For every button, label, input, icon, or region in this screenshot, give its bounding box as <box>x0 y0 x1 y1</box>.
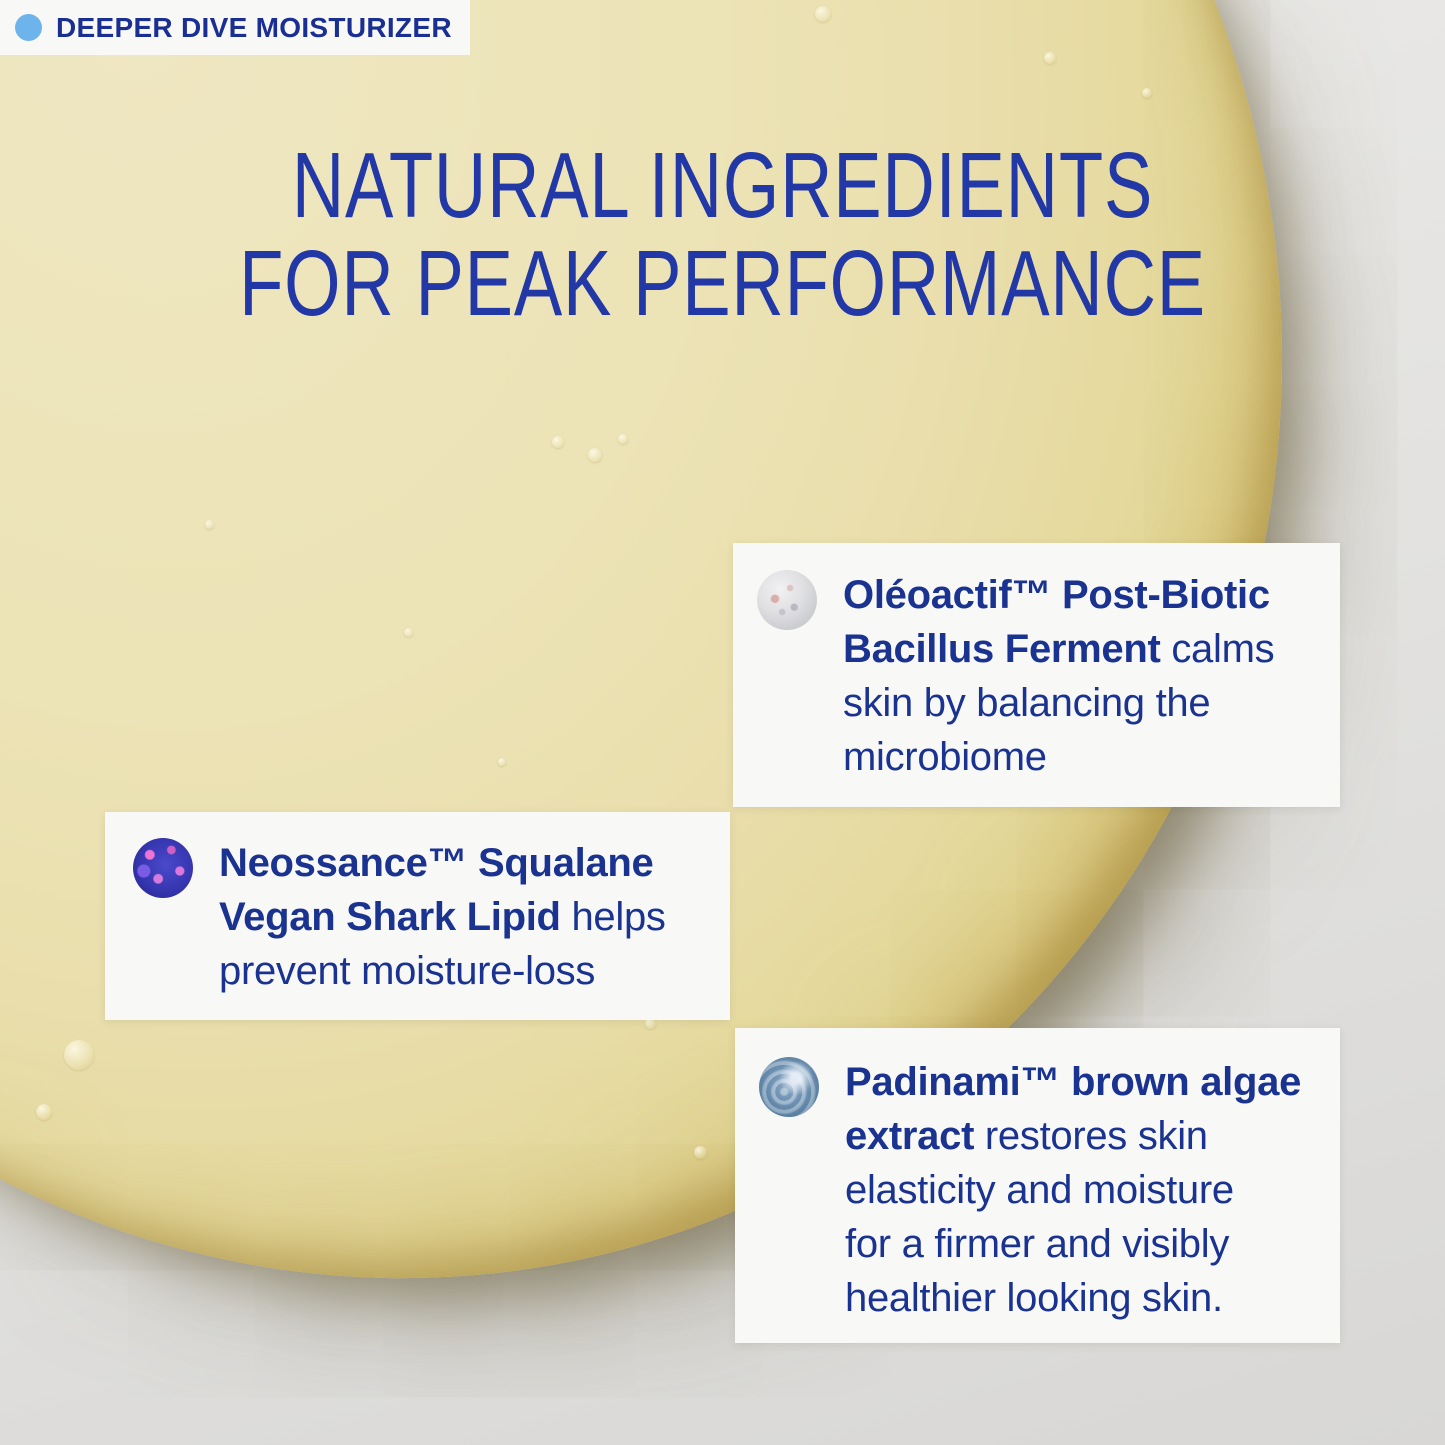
headline-line-1: NATURAL INGREDIENTS <box>291 133 1154 237</box>
ingredient-benefit: calms skin by balancing the microbiome <box>843 627 1275 779</box>
bubble-decoration <box>64 1040 94 1070</box>
product-name-label: DEEPER DIVE MOISTURIZER <box>56 11 452 43</box>
bubble-decoration <box>645 1018 656 1029</box>
bubble-decoration <box>36 1104 52 1120</box>
ingredient-name: Padinami™ brown algae extract <box>845 1060 1302 1158</box>
ingredient-name: Neossance™ Squalane Vegan Shark Lipid <box>219 841 654 939</box>
bubble-decoration <box>815 6 831 22</box>
ingredient-card-squalane: Neossance™ Squalane Vegan Shark Lipid he… <box>105 812 730 1020</box>
bubble-decoration <box>498 758 506 766</box>
squalane-lipid-microscopy-icon <box>133 838 193 898</box>
bubble-decoration <box>618 434 628 444</box>
bubble-decoration <box>694 1146 707 1159</box>
bubble-decoration <box>552 436 564 448</box>
blue-dot-icon <box>15 14 42 41</box>
post-biotic-ferment-culture-icon <box>757 570 817 630</box>
ingredient-name: Oléoactif™ Post-Biotic Bacillus Ferment <box>843 573 1270 671</box>
brown-algae-swirl-icon <box>759 1057 819 1117</box>
ingredient-description: Neossance™ Squalane Vegan Shark Lipid he… <box>219 836 666 998</box>
headline: NATURAL INGREDIENTS FOR PEAK PERFORMANCE <box>0 136 1445 332</box>
headline-line-2: FOR PEAK PERFORMANCE <box>239 231 1206 335</box>
bubble-decoration <box>404 628 413 637</box>
ingredient-benefit: restores skin elasticity and moisture fo… <box>845 1114 1234 1320</box>
bubble-decoration <box>1044 52 1056 64</box>
ingredient-card-post-biotic: Oléoactif™ Post-Biotic Bacillus Ferment … <box>733 543 1340 807</box>
bubble-decoration <box>588 448 602 462</box>
ingredient-description: Oléoactif™ Post-Biotic Bacillus Ferment … <box>843 568 1275 784</box>
bubble-decoration <box>205 520 214 529</box>
bubble-decoration <box>1142 88 1152 98</box>
ingredient-benefit: helps prevent moisture-loss <box>219 895 666 993</box>
ingredient-description: Padinami™ brown algae extract restores s… <box>845 1055 1301 1325</box>
product-badge: DEEPER DIVE MOISTURIZER <box>0 0 470 55</box>
ingredient-card-brown-algae: Padinami™ brown algae extract restores s… <box>735 1028 1340 1343</box>
